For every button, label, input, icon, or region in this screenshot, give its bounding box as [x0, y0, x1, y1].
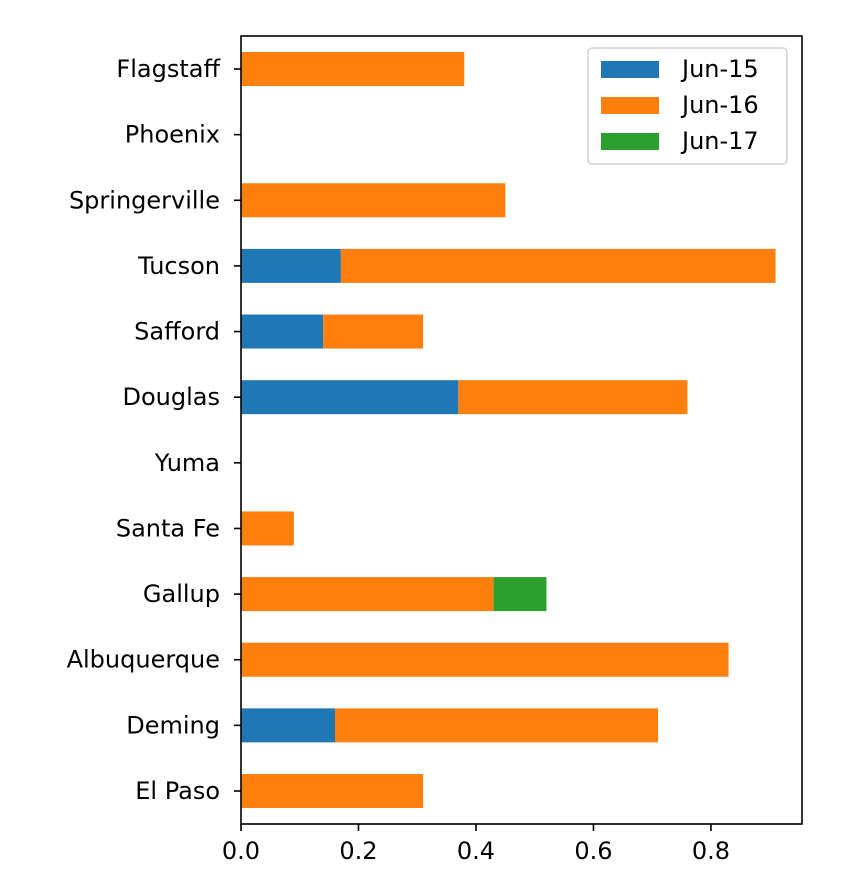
axes-layer: El Paso Deming Albuquerque Gallup Santa Fe Yu…: [67, 35, 803, 865]
bar-flagstaff-jun-16: [241, 52, 465, 86]
bar-deming-jun-15: [241, 708, 335, 743]
y-tick-label-springerville: Springerville: [69, 186, 220, 214]
bar-gallup-jun-16: [241, 577, 494, 612]
bar-tucson-jun-15: [241, 248, 341, 283]
legend-swatch-jun-15: [601, 61, 659, 78]
bar-douglas-jun-16: [458, 380, 688, 415]
x-tick-label-1: 0.2: [339, 837, 377, 865]
x-tick-label-0: 0.0: [222, 837, 260, 865]
legend-label-jun-15: Jun-15: [680, 55, 759, 83]
legend-swatch-jun-16: [601, 97, 659, 114]
legend: Jun-15 Jun-16 Jun-17: [587, 47, 788, 165]
legend-swatch-jun-17: [601, 133, 659, 150]
x-tick-label-4: 0.8: [692, 837, 730, 865]
bar-safford-jun-16: [323, 314, 424, 349]
x-tick-label-3: 0.6: [574, 837, 612, 865]
x-tick-label-2: 0.4: [457, 837, 495, 865]
bar-santa-fe-jun-16: [241, 511, 294, 546]
bar-el-paso-jun-16: [241, 774, 424, 808]
bars-layer: [241, 52, 776, 808]
bar-deming-jun-16: [334, 708, 659, 743]
y-tick-label-douglas: Douglas: [123, 383, 221, 411]
bar-albuquerque-jun-16: [241, 642, 729, 677]
bar-tucson-jun-16: [340, 248, 776, 283]
y-tick-label-safford: Safford: [134, 318, 220, 346]
legend-label-jun-16: Jun-16: [680, 91, 759, 119]
y-tick-label-flagstaff: Flagstaff: [116, 55, 220, 83]
y-tick-label-gallup: Gallup: [143, 580, 220, 608]
plot-frame: [240, 35, 803, 825]
y-tick-label-yuma: Yuma: [154, 449, 220, 477]
y-tick-label-santa-fe: Santa Fe: [116, 514, 220, 542]
bar-springerville-jun-16: [241, 183, 506, 218]
legend-label-jun-17: Jun-17: [680, 127, 759, 155]
y-tick-label-tucson: Tucson: [137, 252, 220, 280]
y-tick-label-deming: Deming: [126, 711, 220, 739]
y-tick-label-el-paso: El Paso: [135, 777, 220, 805]
bar-safford-jun-15: [241, 314, 324, 349]
bar-douglas-jun-15: [241, 380, 459, 415]
bar-gallup-jun-17: [493, 577, 547, 612]
y-tick-label-albuquerque: Albuquerque: [67, 646, 220, 674]
y-tick-label-phoenix: Phoenix: [125, 121, 220, 149]
